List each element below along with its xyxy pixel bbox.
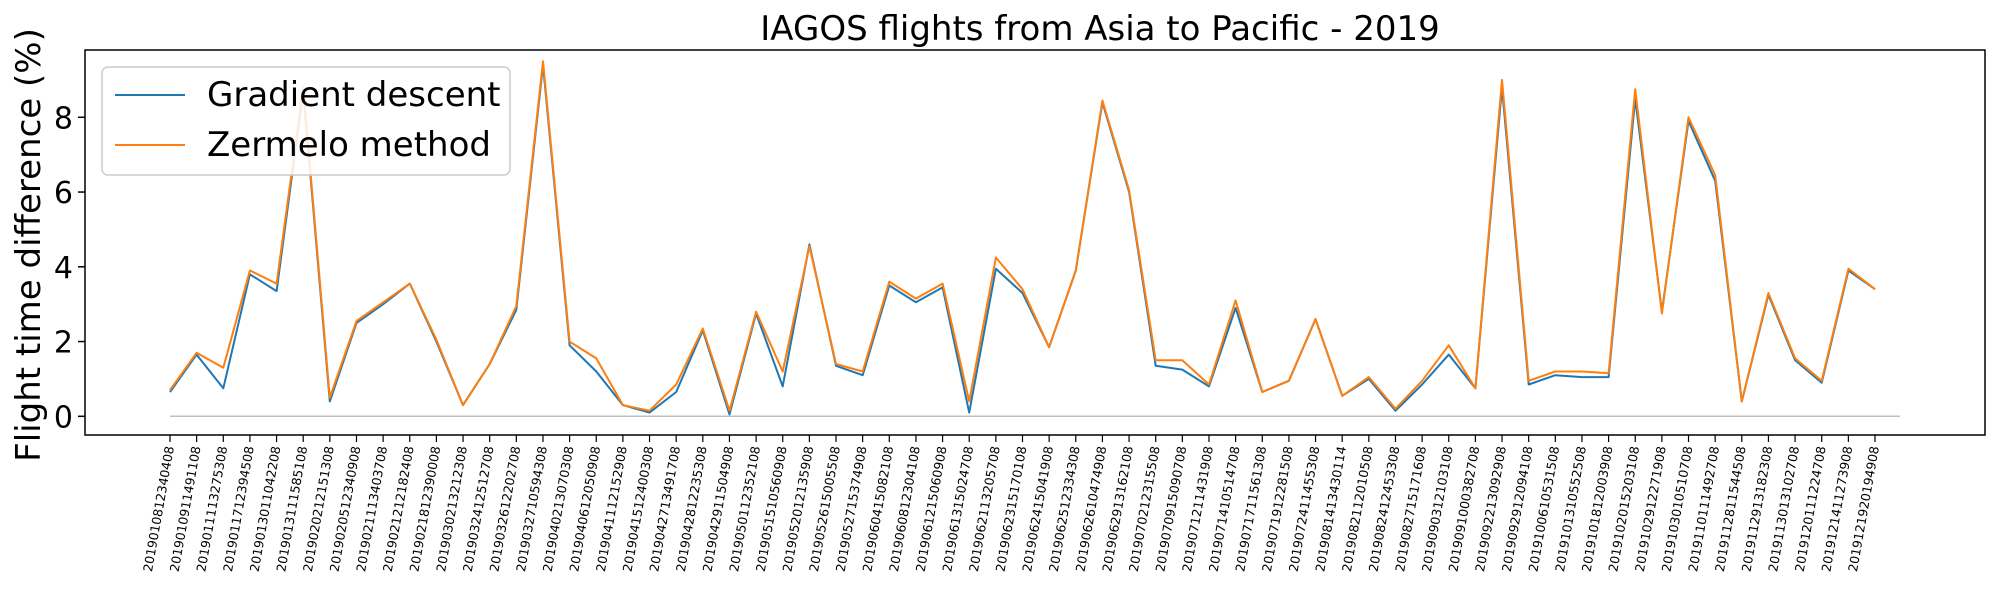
y-tick-label: 4 — [54, 251, 73, 286]
y-tick-label: 6 — [54, 176, 73, 211]
y-axis-label: Flight time difference (%) — [9, 28, 49, 462]
y-tick-label: 0 — [54, 400, 73, 435]
chart-title: IAGOS flights from Asia to Pacific - 201… — [760, 9, 1439, 49]
legend-entry-zermelo-method: Zermelo method — [207, 125, 491, 165]
legend: Gradient descent Zermelo method — [101, 66, 511, 176]
legend-entry-gradient-descent: Gradient descent — [207, 75, 501, 115]
series-line-zermelo-method — [169, 60, 1876, 412]
y-tick-label: 2 — [54, 326, 73, 361]
y-tick-label: 8 — [54, 101, 73, 136]
legend-box — [101, 66, 511, 176]
plot-area — [84, 49, 1986, 436]
